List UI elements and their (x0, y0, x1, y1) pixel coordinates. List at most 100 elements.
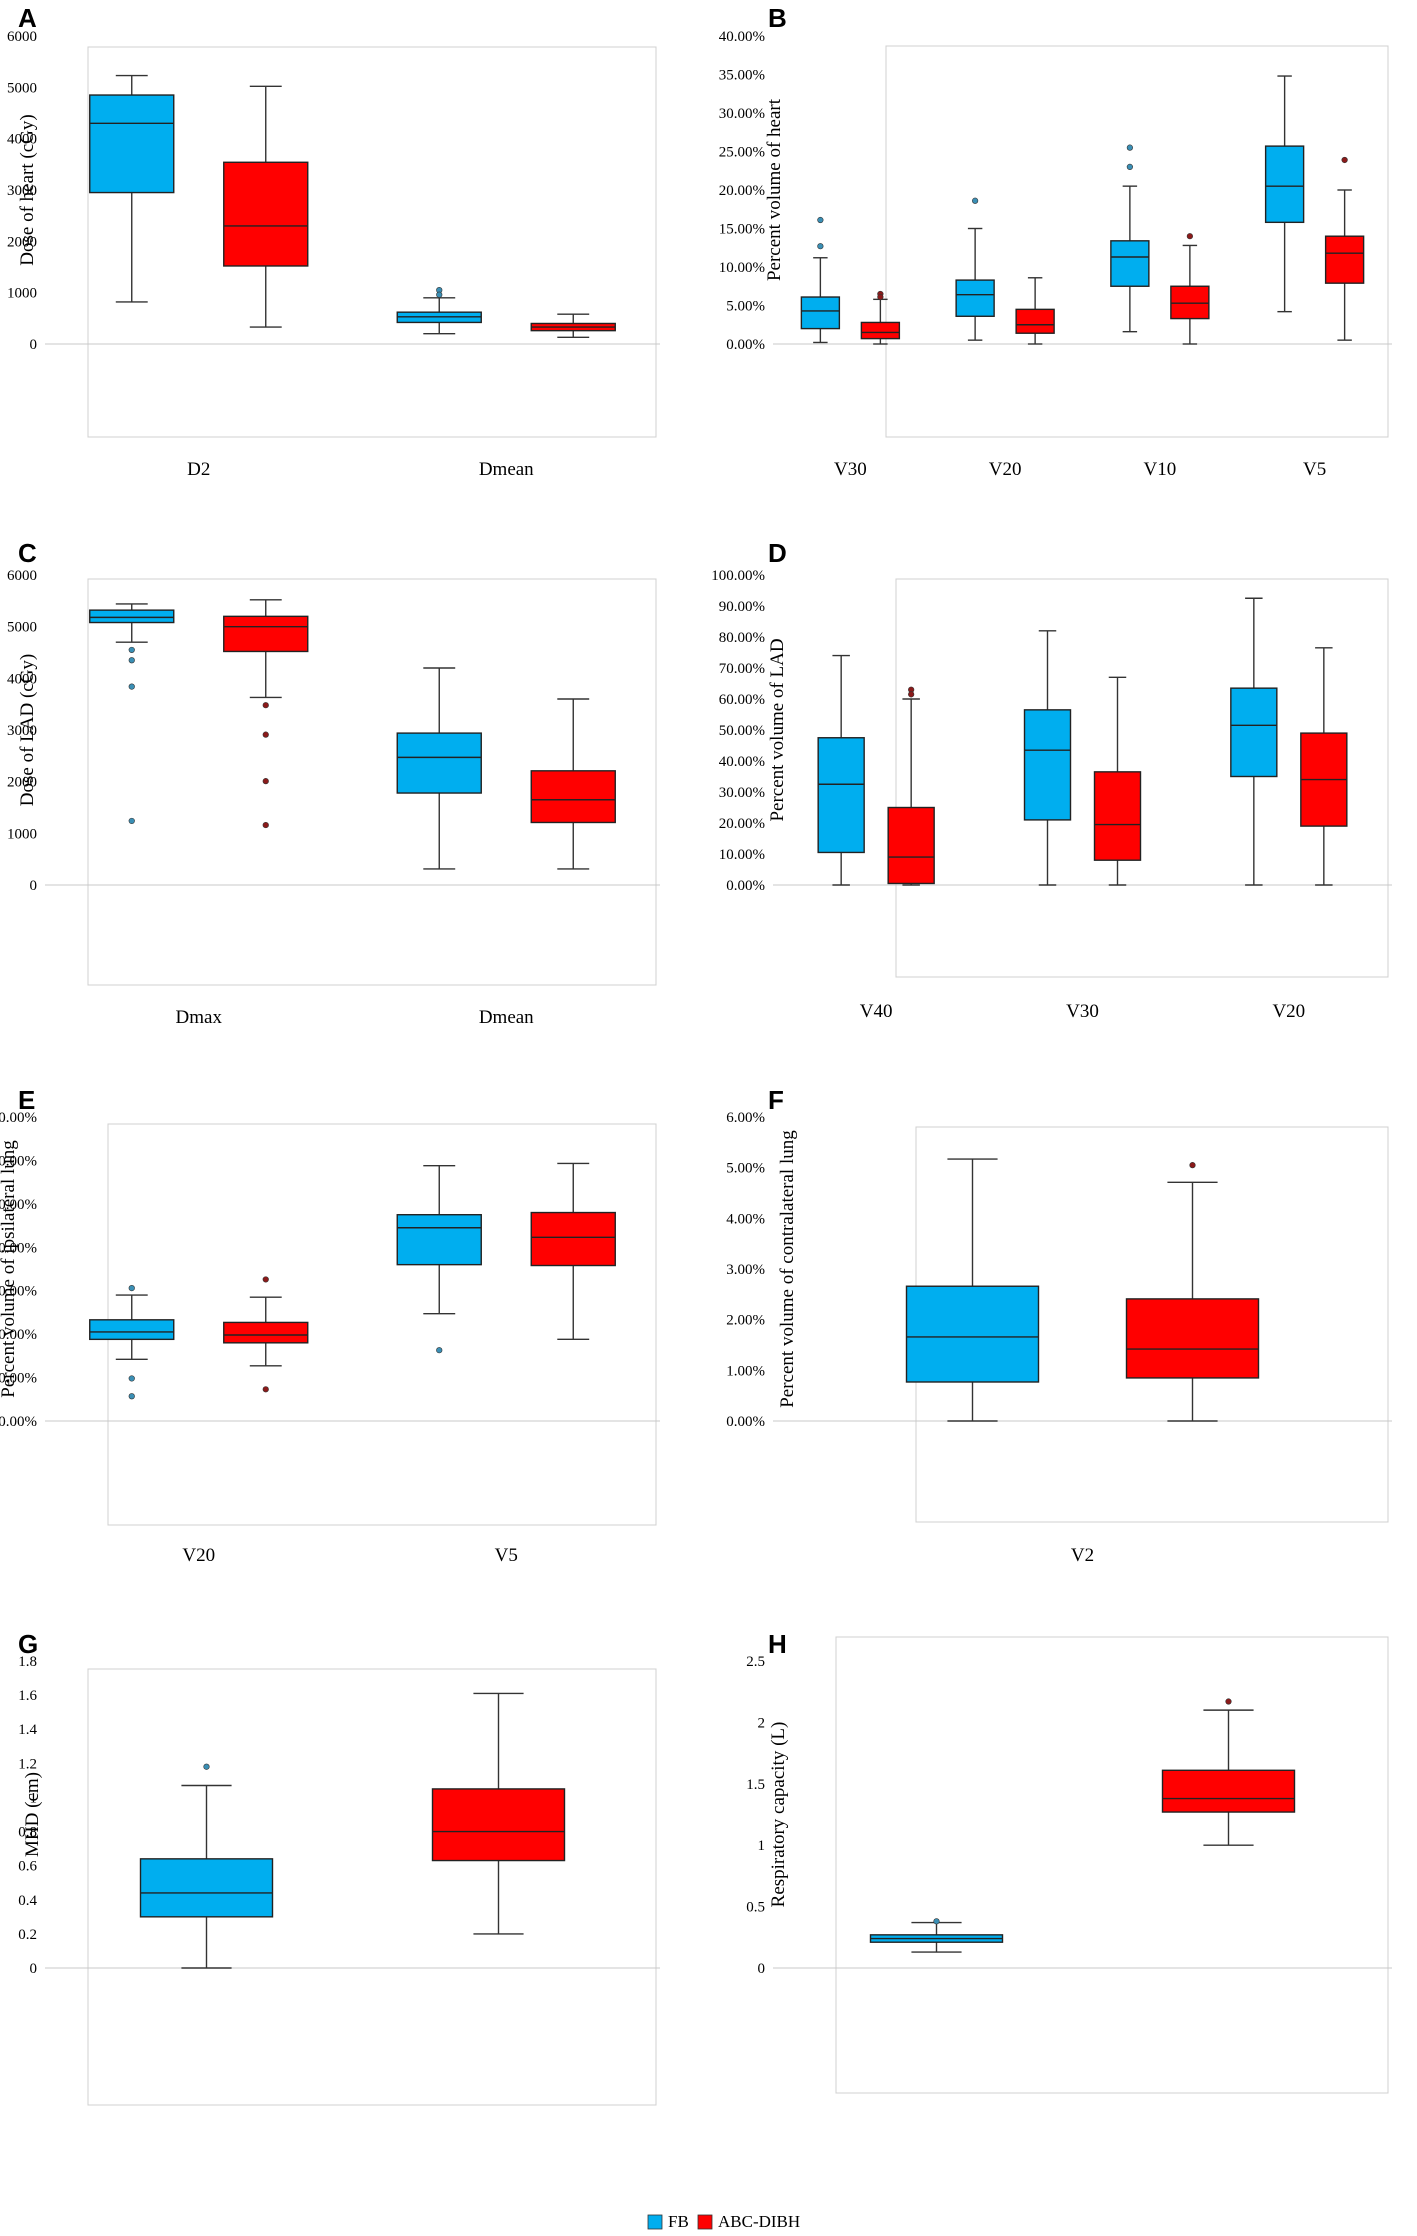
y-tick-label: 10.00% (0, 1371, 37, 1387)
panel-label: H (768, 1629, 787, 1659)
y-axis-label: Percent volume of heart (764, 98, 785, 281)
y-tick-label: 50.00% (0, 1197, 37, 1213)
y-tick-label: 4000 (7, 671, 37, 687)
outlier-point (436, 291, 443, 298)
panel-label: F (768, 1085, 784, 1115)
box-iqr (1110, 240, 1150, 287)
y-tick-label: 6000 (7, 29, 37, 45)
outlier-point (817, 243, 824, 250)
outlier-point (128, 646, 135, 654)
outlier-point (1126, 163, 1133, 170)
box-fb (1264, 75, 1305, 313)
y-tick-label: 5000 (7, 80, 37, 96)
y-tick-label: 70.00% (0, 1110, 37, 1126)
panel-a: A 0 1000 2000 3000 4000 5000 6000 Dose of heart … (7, 3, 660, 480)
x-category-label: V2 (1071, 1545, 1094, 1566)
box-iqr (1015, 308, 1055, 334)
box-iqr (223, 161, 309, 267)
box-abc-dibh (223, 599, 309, 829)
panel-c: C 0 1000 2000 3000 4000 5000 6000 Dose of LAD (c… (7, 538, 660, 1028)
outlier-point (1186, 233, 1193, 240)
outlier-point (1225, 1698, 1232, 1705)
outlier-point (128, 683, 135, 690)
y-tick-label: 1 (758, 1838, 766, 1854)
y-tick-label: 1.8 (18, 1654, 37, 1670)
outlier-point (262, 821, 269, 829)
box-abc-dibh (431, 1692, 566, 1935)
y-tick-label: 0.00% (726, 337, 765, 353)
y-tick-label: 20.00% (719, 183, 765, 199)
y-tick-label: 6000 (7, 568, 37, 584)
y-tick-label: 30.00% (719, 106, 765, 122)
y-axis-label: Percent volume of contralateral lung (777, 1130, 798, 1408)
box-iqr (887, 806, 935, 885)
outlier-point (262, 702, 269, 709)
y-tick-label: 40.00% (719, 29, 765, 45)
box-iqr (905, 1285, 1040, 1383)
x-category-label: V5 (1303, 459, 1326, 480)
y-tick-label: 70.00% (719, 661, 765, 677)
box-iqr (89, 94, 175, 194)
y-tick-label: 0.8 (18, 1825, 37, 1841)
box-abc-dibh (1125, 1162, 1260, 1422)
outlier-point (128, 657, 135, 664)
x-category-label: Dmax (176, 1007, 223, 1028)
box-iqr (1324, 235, 1365, 284)
box-iqr (860, 321, 901, 340)
y-tick-label: 0.00% (0, 1414, 37, 1430)
y-tick-label: 2000 (7, 234, 37, 250)
y-tick-label: 0.00% (726, 878, 765, 894)
outlier-point (908, 691, 915, 698)
outlier-point (972, 197, 979, 204)
box-abc-dibh (1324, 156, 1365, 341)
outlier-point (262, 1276, 269, 1283)
y-tick-label: 15.00% (719, 222, 765, 238)
outlier-point (817, 216, 824, 224)
outlier-point (262, 731, 269, 738)
box-fb (396, 1164, 482, 1354)
box-abc-dibh (1093, 676, 1142, 886)
y-axis-label: Respiratory capacity (L) (768, 1722, 789, 1908)
box-iqr (223, 615, 309, 653)
box-iqr (139, 1858, 274, 1918)
outlier-point (877, 293, 884, 301)
box-abc-dibh (860, 290, 901, 345)
x-category-label: V10 (1144, 459, 1177, 480)
y-tick-label: 3.00% (726, 1262, 765, 1278)
legend-label-fb: FB (668, 2212, 689, 2231)
y-axis-label: MHD (cm) (22, 1772, 43, 1857)
y-tick-label: 10.00% (719, 260, 765, 276)
y-tick-label: 20.00% (0, 1327, 37, 1343)
y-axis-label: Dose of LAD (cGy) (17, 654, 38, 806)
box-abc-dibh (530, 313, 616, 339)
outlier-point (262, 778, 269, 785)
box-iqr (817, 737, 865, 854)
panel-label: G (18, 1629, 38, 1659)
box-fb (139, 1763, 274, 1969)
y-tick-label: 0.00% (726, 1414, 765, 1430)
panel-label: D (768, 538, 787, 568)
panel-label: A (18, 3, 37, 33)
y-tick-label: 60.00% (719, 692, 765, 708)
box-iqr (800, 296, 841, 330)
box-fb (1023, 630, 1072, 886)
y-tick-label: 0.4 (18, 1893, 37, 1909)
box-iqr (1023, 709, 1072, 821)
box-fb (1110, 144, 1150, 333)
box-iqr (1125, 1298, 1260, 1379)
x-category-label: D2 (187, 459, 210, 480)
y-tick-label: 4000 (7, 132, 37, 148)
box-iqr (223, 1321, 309, 1344)
y-tick-label: 1 (30, 1790, 38, 1806)
box-iqr (530, 770, 616, 824)
x-category-label: V40 (860, 1001, 893, 1022)
outlier-point (1126, 144, 1133, 151)
outlier-point (262, 1386, 269, 1393)
y-tick-label: 5.00% (726, 299, 765, 315)
y-tick-label: 1.6 (18, 1688, 37, 1704)
box-iqr (1161, 1769, 1296, 1813)
panel-border (87, 46, 657, 438)
panel-d: D 0.00% 10.00% 20.00% 30.00% 40.00% 50.00% 60.0… (711, 538, 1392, 1022)
x-category-label: Dmean (479, 1007, 534, 1028)
box-abc-dibh (887, 686, 935, 886)
